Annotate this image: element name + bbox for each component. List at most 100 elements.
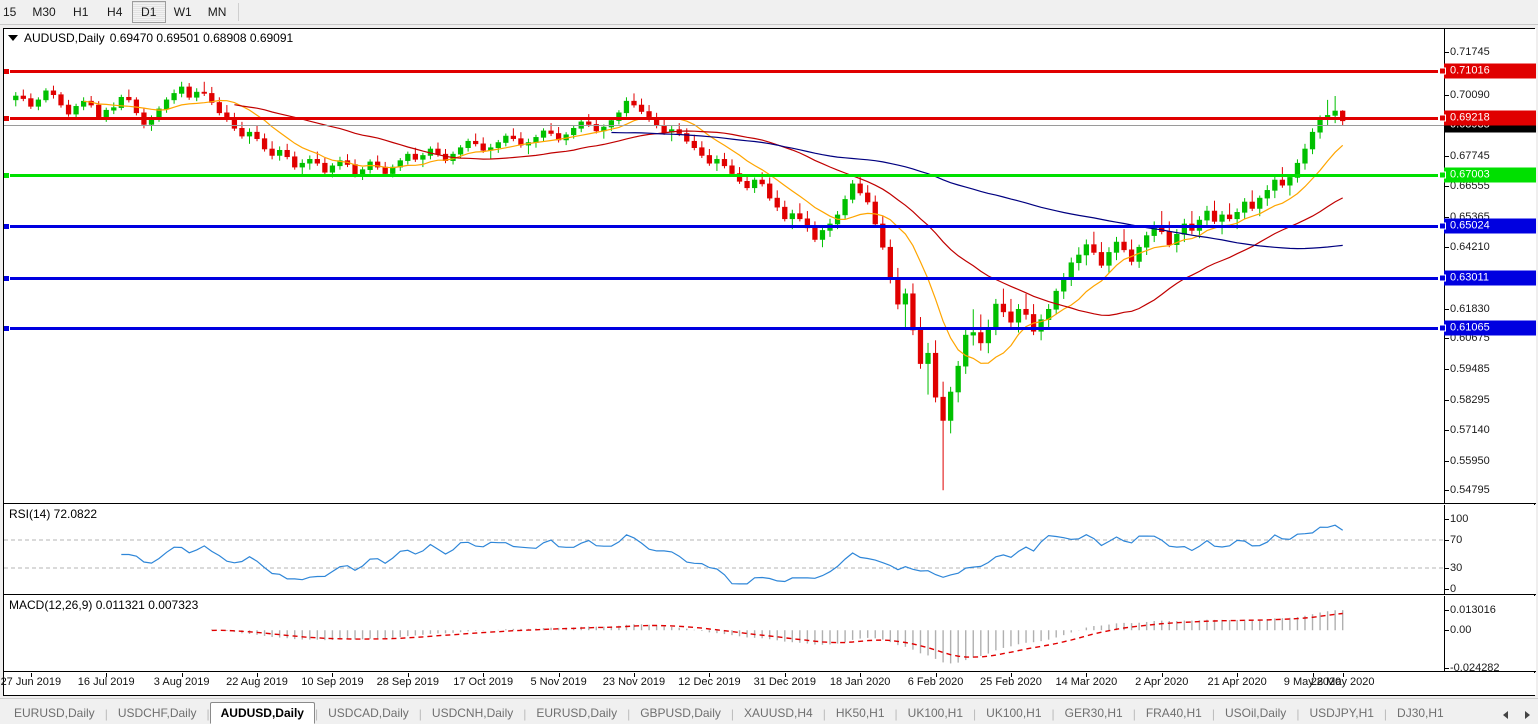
timeframe-button-mn[interactable]: MN	[200, 1, 235, 23]
rsi-tickmark	[1445, 540, 1449, 541]
date-tickmark	[709, 673, 711, 677]
price-plot-area[interactable]	[4, 29, 1444, 503]
chart-tab-label: UK100,H1	[907, 706, 964, 720]
price-tickmark	[1445, 217, 1449, 219]
price-tick-label: 0.64210	[1450, 240, 1490, 253]
chart-symbol-label: AUDUSD,Daily	[24, 31, 105, 45]
level-line-resistance-lower[interactable]	[4, 114, 1444, 122]
macd-tickmark	[1445, 610, 1449, 611]
price-scale[interactable]: 0.717450.700900.689350.677450.665550.653…	[1439, 29, 1536, 503]
rsi-plot-area[interactable]	[4, 505, 1444, 594]
rsi-tickmark	[1445, 519, 1449, 520]
timeframe-button-m30[interactable]: M30	[24, 1, 63, 23]
bid-line	[4, 124, 1444, 126]
collapse-triangle-icon[interactable]	[8, 35, 18, 41]
scroll-right-icon[interactable]	[1522, 708, 1532, 720]
level-line-support-green[interactable]	[4, 171, 1444, 179]
date-tickmark	[483, 673, 485, 677]
level-handle-left[interactable]	[4, 325, 10, 333]
macd-tickmark	[1445, 630, 1449, 632]
timeframe-button-d1[interactable]: D1	[131, 1, 166, 23]
chart-tab-hk50-h1[interactable]: HK50,H1	[826, 704, 895, 724]
price-tag-marker	[1439, 274, 1446, 282]
date-tickmark	[1237, 673, 1239, 677]
tab-separator: |	[1211, 707, 1215, 721]
tab-separator: |	[1296, 707, 1300, 721]
scroll-left-icon[interactable]	[1502, 708, 1512, 720]
chart-tab-eurusd-daily[interactable]: EURUSD,Daily	[4, 704, 105, 724]
rsi-label: RSI(14) 72.0822	[9, 507, 98, 521]
macd-pane[interactable]: MACD(12,26,9) 0.011321 0.007323 0.013016…	[4, 596, 1536, 674]
chart-tab-xauusd-h4[interactable]: XAUUSD,H4	[734, 704, 823, 724]
date-tick-label: 23 Nov 2019	[602, 676, 666, 688]
chart-tab-fra40-h1[interactable]: FRA40,H1	[1136, 704, 1212, 724]
price-tag-support-blue-2[interactable]: 0.63011	[1439, 270, 1536, 286]
level-line-resistance-upper[interactable]	[4, 68, 1444, 76]
chart-tab-uk100-h1[interactable]: UK100,H1	[976, 704, 1051, 724]
timeframe-button-15[interactable]: 15	[0, 1, 24, 23]
level-handle-left[interactable]	[4, 68, 10, 76]
date-tick-label: 5 Nov 2019	[530, 676, 587, 688]
chart-tab-uk100-h1[interactable]: UK100,H1	[898, 704, 973, 724]
date-tickmark	[860, 673, 862, 677]
level-handle-left[interactable]	[4, 274, 10, 282]
level-handle-left[interactable]	[4, 171, 10, 179]
tab-separator: |	[1383, 707, 1388, 721]
level-line-support-blue-2[interactable]	[4, 274, 1444, 282]
price-tick-label: 0.70090	[1450, 88, 1490, 101]
level-line-support-blue-3[interactable]	[4, 325, 1444, 333]
timeframe-button-h1[interactable]: H1	[64, 1, 98, 23]
chart-tab-usdchf-daily[interactable]: USDCHF,Daily	[108, 704, 207, 724]
date-tick-label: 28 May 2020	[1310, 676, 1375, 688]
date-tickmark	[784, 673, 786, 677]
price-tag-resistance-upper[interactable]: 0.71016	[1439, 63, 1536, 79]
tab-separator: |	[314, 707, 319, 721]
price-tag-resistance-lower[interactable]: 0.69218	[1439, 110, 1536, 125]
chart-tab-usdcad-daily[interactable]: USDCAD,Daily	[318, 704, 419, 724]
timeframe-button-h4[interactable]: H4	[98, 1, 132, 23]
date-tick-label: 2 Apr 2020	[1135, 676, 1189, 688]
macd-scale: 0.013016 0.00 -0.024282	[1444, 596, 1536, 674]
date-tick-label: 17 Oct 2019	[453, 676, 514, 688]
chart-tab-usoil-daily[interactable]: USOil,Daily	[1215, 704, 1296, 724]
price-tag-marker	[1439, 114, 1446, 121]
chart-tab-eurusd-daily[interactable]: EURUSD,Daily	[526, 704, 627, 724]
rsi-pane[interactable]: RSI(14) 72.0822 100 70 30 0	[4, 505, 1536, 595]
ma-mid-line	[234, 104, 1343, 317]
chart-tab-ger30-h1[interactable]: GER30,H1	[1055, 704, 1133, 724]
timeframe-button-w1[interactable]: W1	[166, 1, 200, 23]
chart-tab-dj30-h1[interactable]: DJ30,H1	[1387, 704, 1454, 724]
chart-tab-label: HK50,H1	[835, 706, 885, 720]
timeframe-toolbar: 15 M30 H1 H4 D1 W1 MN	[0, 0, 1538, 25]
level-handle-left[interactable]	[4, 114, 10, 122]
price-tickmark	[1445, 399, 1449, 401]
candlestick-svg	[13, 81, 1346, 491]
level-handle-left[interactable]	[4, 222, 10, 230]
price-tag-marker	[1439, 171, 1446, 179]
price-tag-support-blue-3[interactable]: 0.61065	[1439, 320, 1536, 336]
tab-separator: |	[973, 707, 977, 721]
macd-plot-area[interactable]	[4, 596, 1444, 671]
chart-tab-usdjpy-h1[interactable]: USDJPY,H1	[1299, 704, 1383, 724]
date-axis[interactable]: 27 Jun 2019 16 Jul 2019 3 Aug 2019 22 Aug 2…	[1, 673, 1536, 695]
price-pane[interactable]: AUDUSD,Daily 0.69470 0.69501 0.68908 0.6…	[4, 29, 1536, 504]
date-tick-label: 21 Apr 2020	[1207, 676, 1267, 688]
chart-tab-usdcnh-daily[interactable]: USDCNH,Daily	[422, 704, 523, 724]
rsi-tick-label: 30	[1450, 562, 1463, 574]
chart-tab-audusd-daily[interactable]: AUDUSD,Daily	[209, 702, 315, 724]
chart-tab-gbpusd-daily[interactable]: GBPUSD,Daily	[630, 704, 731, 724]
tab-separator: |	[206, 707, 210, 721]
date-tickmark	[1086, 673, 1088, 677]
price-tickmark	[1445, 308, 1449, 310]
price-tickmark	[1445, 460, 1449, 462]
tab-separator: |	[418, 707, 422, 721]
chart-tab-label: UK100,H1	[986, 706, 1042, 720]
price-tickmark	[1445, 338, 1449, 340]
price-tick-label: 0.55950	[1450, 454, 1490, 467]
rsi-scale: 100 70 30 0	[1444, 505, 1536, 595]
rsi-tickmark	[1445, 568, 1449, 569]
price-tag-support-blue-1[interactable]: 0.65024	[1439, 218, 1536, 234]
price-tag-support-green[interactable]: 0.67003	[1439, 167, 1536, 183]
date-tickmark	[257, 673, 259, 677]
level-line-support-blue-1[interactable]	[4, 222, 1444, 230]
